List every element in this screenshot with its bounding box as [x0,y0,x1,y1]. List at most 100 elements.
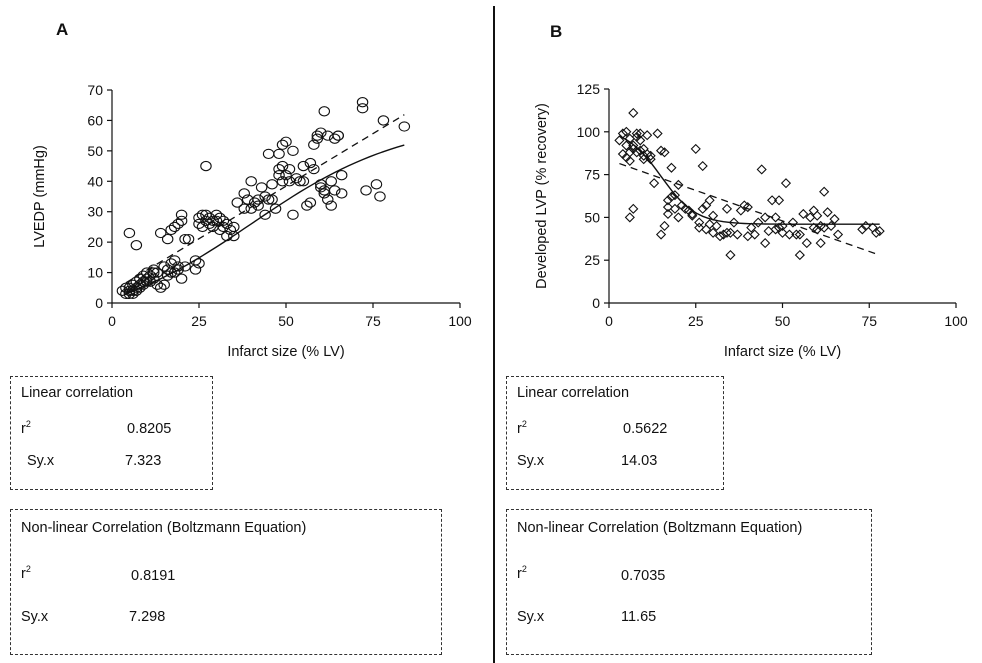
data-point [649,178,660,189]
data-point [356,97,369,108]
data-point [335,188,348,199]
y-tick-label: 25 [584,252,600,268]
data-point [694,217,705,228]
data-point [377,115,390,126]
data-point [791,229,802,240]
data-point [742,231,753,242]
y-axis-label: Developed LVP (% recovery) [534,103,550,289]
data-point [659,220,670,232]
data-point [763,226,774,237]
data-point [335,170,348,181]
data-point [628,203,639,214]
data-point [172,264,184,275]
data-point [224,224,237,236]
panel-letter-b: B [550,22,563,41]
y-tick-label: 60 [87,112,103,128]
data-point [273,170,285,181]
data-point [645,150,656,161]
data-point [308,163,320,175]
data-point [276,160,289,172]
x-tick-label: 75 [365,313,381,329]
data-point [669,190,681,201]
data-point [773,195,785,206]
data-point [259,209,271,220]
data-point [697,203,708,214]
data-point [711,220,722,232]
y-axis-label: LVEDP (mmHg) [32,145,48,248]
data-point [328,133,341,144]
data-point [732,229,743,240]
data-point [374,191,386,202]
data-point [318,188,331,199]
data-point [829,214,840,225]
data-point [182,233,195,245]
x-tick-label: 25 [191,313,207,329]
data-point [189,255,202,266]
syx-value: 11.65 [621,609,657,625]
y-tick-label: 70 [87,82,103,98]
data-point [666,162,677,173]
data-point [165,258,177,269]
data-point [621,126,632,137]
r2-label: r2 [21,419,31,438]
data-point [832,229,844,240]
syx-value: 7.298 [129,609,166,625]
data-point [704,195,715,206]
data-point [777,227,788,238]
data-point [822,207,833,218]
data-point [297,160,310,172]
y-tick-label: 100 [577,124,601,140]
data-point [245,203,257,214]
data-point [815,238,826,249]
data-point [144,270,157,281]
data-point [130,240,143,251]
data-point [273,148,285,160]
y-tick-label: 20 [87,234,103,250]
data-point [127,288,139,300]
data-point [259,191,271,202]
x-tick-label: 50 [278,313,294,329]
x-tick-label: 50 [775,313,791,329]
data-point [276,139,289,150]
data-points [116,97,411,300]
data-point [666,191,677,202]
data-point [652,128,663,139]
data-point [728,217,739,228]
data-point [332,130,344,141]
r2-label: r2 [21,564,31,583]
data-point [297,176,310,187]
y-tick-label: 50 [87,143,103,159]
data-point [290,173,303,184]
data-point [642,130,653,141]
data-point [725,227,736,238]
data-point [196,209,209,220]
data-point [287,145,299,157]
data-point [662,208,674,220]
data-point [621,140,632,151]
data-point [280,136,292,147]
data-point [857,224,868,235]
data-point [398,121,411,132]
data-point [631,128,642,139]
r2-value: 0.8205 [127,421,172,437]
x-tick-label: 0 [605,313,613,329]
data-point [370,179,383,190]
stats-title: Non-linear Correlation (Boltzmann Equati… [21,520,307,536]
data-point [662,195,674,206]
data-point [721,227,733,238]
data-point [635,128,646,139]
data-point [311,133,324,144]
y-tick-label: 0 [95,295,103,311]
data-point [203,218,216,230]
x-tick-label: 100 [944,313,968,329]
stats-title: Non-linear Correlation (Boltzmann Equati… [517,520,803,536]
data-point [655,229,667,240]
data-point [725,249,736,261]
data-point [798,208,809,220]
data-point [635,135,646,146]
data-points [614,107,885,261]
data-point [784,229,795,240]
x-axis-label: Infarct size (% LV) [724,344,841,360]
y-tick-label: 50 [584,209,600,225]
data-point [276,176,289,187]
